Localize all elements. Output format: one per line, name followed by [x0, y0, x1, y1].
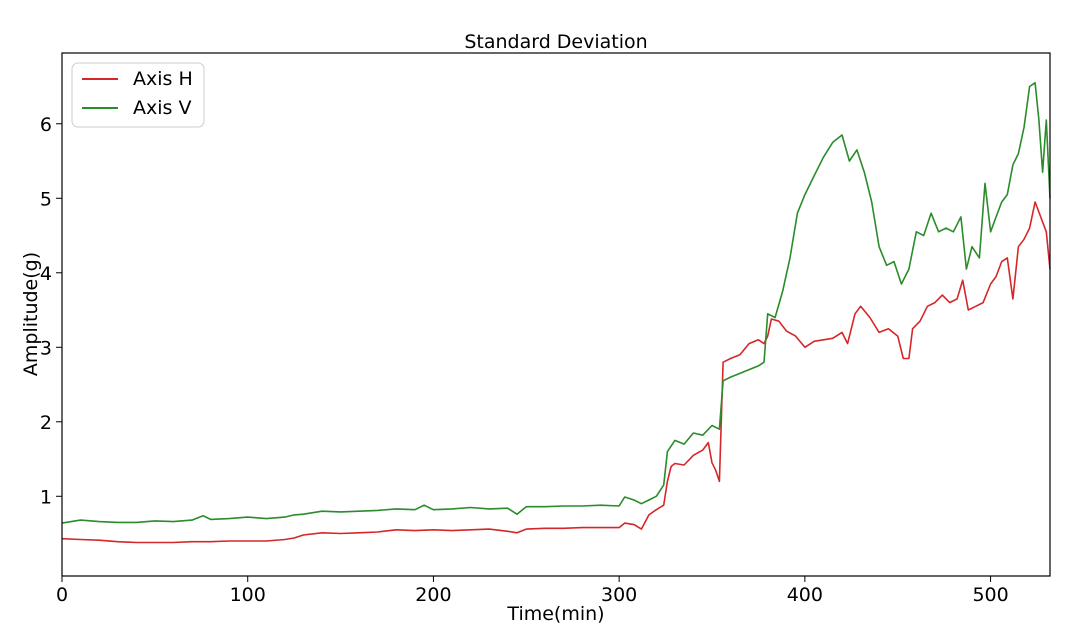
y-tick-label: 6 [40, 114, 52, 136]
legend: Axis H Axis V [71, 62, 205, 128]
y-tick-label: 3 [40, 337, 52, 359]
series-line-axis-h [61, 201, 1051, 544]
y-tick-label: 5 [40, 188, 52, 210]
legend-label-axis-v: Axis V [133, 97, 191, 119]
x-tick-label: 400 [787, 584, 823, 606]
series-layer [61, 82, 1051, 544]
series-line-axis-v [61, 82, 1051, 524]
x-axis-label: Time(min) [506, 603, 604, 625]
x-tick-label: 500 [972, 584, 1008, 606]
y-tick-label: 1 [40, 486, 52, 508]
plot-frame [61, 52, 1051, 577]
x-axis-ticks: 0 100 200 300 400 500 [56, 576, 1009, 606]
chart-title: Standard Deviation [464, 31, 647, 53]
legend-label-axis-h: Axis H [133, 68, 193, 90]
y-axis-ticks: 1 2 3 4 5 6 [40, 114, 62, 508]
y-axis-label: Amplitude(g) [20, 252, 42, 376]
x-tick-label: 300 [601, 584, 637, 606]
x-tick-label: 100 [230, 584, 266, 606]
x-tick-label: 200 [415, 584, 451, 606]
x-tick-label: 0 [56, 584, 68, 606]
y-tick-label: 2 [40, 412, 52, 434]
y-tick-label: 4 [40, 263, 52, 285]
